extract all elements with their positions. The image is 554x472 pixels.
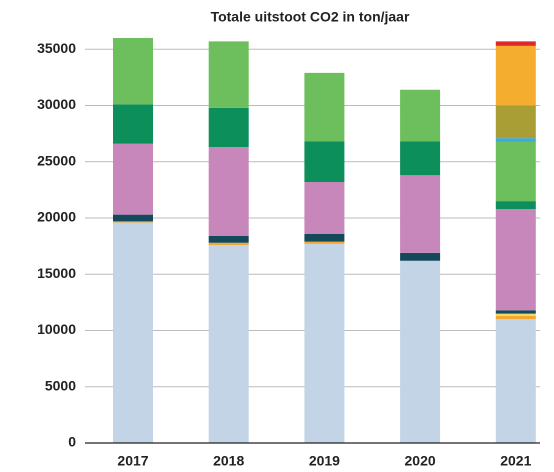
y-tick-label: 30000 — [37, 96, 76, 112]
bar-segment — [495, 313, 536, 316]
bar-segment — [400, 175, 441, 253]
bar-segment — [495, 41, 536, 46]
y-tick-label: 25000 — [37, 152, 76, 168]
bar-segment — [208, 41, 249, 108]
bar-segment — [400, 141, 441, 176]
bar-segment — [113, 221, 153, 223]
bar-segment — [304, 243, 345, 443]
bar-segment — [113, 214, 153, 222]
x-tick-label: 2021 — [500, 453, 531, 469]
x-tick-label: 2017 — [117, 453, 148, 469]
bar-segment — [208, 236, 249, 243]
bar-segment — [304, 241, 345, 244]
bar-segment — [113, 222, 153, 443]
bar-segment — [113, 143, 153, 215]
y-tick-label: 15000 — [37, 265, 76, 281]
bar-segment — [208, 147, 249, 236]
bar-segment — [495, 105, 536, 139]
bar-segment — [400, 89, 441, 142]
x-tick-label: 2018 — [213, 453, 244, 469]
bar-segment — [113, 38, 153, 105]
y-tick-label: 5000 — [45, 377, 76, 393]
x-tick-label: 2020 — [405, 453, 436, 469]
bar-segment — [495, 201, 536, 209]
bar-segment — [495, 45, 536, 106]
bar-segment — [304, 141, 345, 182]
bar-segment — [400, 260, 441, 443]
bar-segment — [113, 104, 153, 144]
y-tick-label: 20000 — [37, 209, 76, 225]
chart-title: Totale uitstoot CO2 in ton/jaar — [211, 9, 410, 25]
bar-segment — [208, 245, 249, 443]
bar-segment — [208, 107, 249, 148]
bar-segment — [208, 242, 249, 245]
bar-segment — [400, 252, 441, 261]
bar-segment — [495, 209, 536, 311]
y-tick-label: 35000 — [37, 40, 76, 56]
y-tick-label: 0 — [68, 434, 76, 450]
bar-segment — [495, 315, 536, 320]
bar-segment — [495, 138, 536, 142]
bar-segment — [495, 319, 536, 443]
bar-segment — [304, 182, 345, 234]
bar-segment — [495, 310, 536, 314]
bar-segment — [304, 72, 345, 142]
bar-segment — [304, 233, 345, 242]
x-tick-label: 2019 — [309, 453, 340, 469]
bar-segment — [495, 141, 536, 202]
y-tick-label: 10000 — [37, 321, 76, 337]
